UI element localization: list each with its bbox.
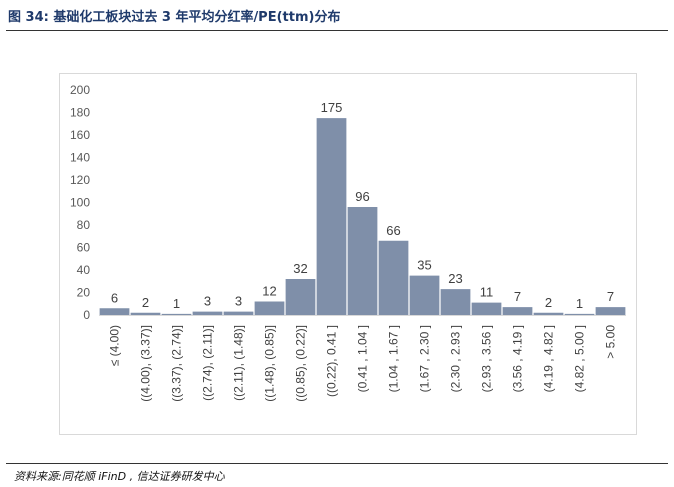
x-tick-label: ((0.85), (0.22)] bbox=[294, 325, 308, 402]
y-tick-label: 20 bbox=[77, 286, 91, 300]
bar bbox=[99, 308, 130, 315]
x-tick-label: (2.93 , 3.56 ] bbox=[480, 325, 494, 392]
bar bbox=[595, 307, 626, 315]
data-label: 35 bbox=[417, 258, 431, 273]
x-tick-label: (1.04 , 1.67 ] bbox=[387, 325, 401, 392]
bar bbox=[316, 118, 347, 315]
x-tick-label: (4.82 , 5.00 ] bbox=[573, 325, 587, 392]
data-label: 3 bbox=[235, 294, 242, 309]
data-label: 11 bbox=[480, 285, 494, 300]
data-label: 32 bbox=[293, 261, 307, 276]
figure-title: 图 34: 基础化工板块过去 3 年平均分红率/PE(ttm)分布 bbox=[8, 10, 341, 25]
bar bbox=[130, 312, 161, 315]
data-label: 23 bbox=[448, 271, 462, 286]
data-label: 96 bbox=[355, 189, 369, 204]
x-tick-label: (2.30 , 2.93 ] bbox=[449, 325, 463, 392]
bar bbox=[192, 311, 223, 315]
x-tick-label: (0.41 , 1.04 ] bbox=[356, 325, 370, 392]
bar bbox=[347, 207, 378, 315]
x-tick-label: ≤ (4.00) bbox=[108, 325, 122, 366]
bar bbox=[471, 302, 502, 315]
x-tick-label: ((2.74), (2.11)] bbox=[201, 325, 215, 401]
bar bbox=[161, 313, 192, 315]
y-tick-label: 140 bbox=[70, 151, 90, 165]
bar bbox=[285, 279, 316, 315]
data-label: 175 bbox=[321, 100, 343, 115]
x-tick-label: ((4.00), (3.37)] bbox=[139, 325, 153, 402]
x-tick-label: (1.67 , 2.30 ] bbox=[418, 325, 432, 392]
bar bbox=[533, 312, 564, 315]
y-tick-label: 40 bbox=[77, 263, 91, 277]
x-tick-label: ((3.37), (2.74)] bbox=[170, 325, 184, 402]
data-label: 12 bbox=[262, 284, 276, 299]
bar bbox=[564, 313, 595, 315]
bar bbox=[409, 275, 440, 315]
source-note: 资料来源:同花顺 iFinD , 信达证券研发中心 bbox=[14, 470, 225, 483]
y-tick-label: 0 bbox=[83, 308, 90, 322]
data-label: 2 bbox=[545, 295, 552, 310]
y-tick-label: 160 bbox=[70, 128, 90, 142]
x-tick-label: ((0.22), 0.41 ] bbox=[325, 325, 339, 397]
bar bbox=[502, 307, 533, 315]
data-label: 7 bbox=[607, 289, 614, 304]
data-label: 1 bbox=[576, 296, 583, 311]
bar bbox=[378, 240, 409, 315]
x-tick-label: (4.19 , 4.82 ] bbox=[542, 325, 556, 392]
data-label: 6 bbox=[111, 290, 118, 305]
x-tick-label: > 5.00 bbox=[604, 325, 618, 359]
bar bbox=[223, 311, 254, 315]
data-label: 2 bbox=[142, 295, 149, 310]
y-tick-label: 200 bbox=[70, 83, 90, 97]
y-tick-label: 100 bbox=[70, 196, 90, 210]
data-label: 1 bbox=[173, 296, 180, 311]
bar bbox=[440, 289, 471, 315]
data-label: 7 bbox=[514, 289, 521, 304]
y-tick-label: 120 bbox=[70, 173, 90, 187]
chart-frame bbox=[59, 73, 637, 435]
data-label: 3 bbox=[204, 294, 211, 309]
top-rule bbox=[6, 30, 668, 31]
x-tick-label: ((1.48), (0.85)] bbox=[263, 325, 277, 402]
x-tick-label: (3.56 , 4.19 ] bbox=[511, 325, 525, 392]
data-label: 66 bbox=[386, 223, 400, 238]
bar bbox=[254, 301, 285, 315]
y-tick-label: 60 bbox=[77, 241, 91, 255]
bottom-rule bbox=[6, 463, 668, 464]
x-tick-label: ((2.11), (1.48)] bbox=[232, 325, 246, 401]
y-tick-label: 180 bbox=[70, 106, 90, 120]
y-tick-label: 80 bbox=[77, 218, 91, 232]
